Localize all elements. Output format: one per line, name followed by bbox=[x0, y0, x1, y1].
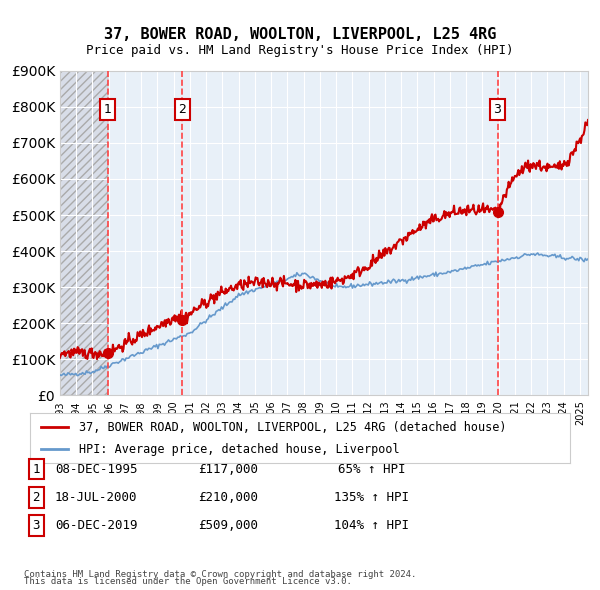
Text: 37, BOWER ROAD, WOOLTON, LIVERPOOL, L25 4RG (detached house): 37, BOWER ROAD, WOOLTON, LIVERPOOL, L25 … bbox=[79, 421, 506, 434]
Text: Price paid vs. HM Land Registry's House Price Index (HPI): Price paid vs. HM Land Registry's House … bbox=[86, 44, 514, 57]
Text: 104% ↑ HPI: 104% ↑ HPI bbox=[335, 519, 409, 532]
Text: £117,000: £117,000 bbox=[198, 463, 258, 476]
Text: 1: 1 bbox=[32, 463, 40, 476]
Text: 37, BOWER ROAD, WOOLTON, LIVERPOOL, L25 4RG: 37, BOWER ROAD, WOOLTON, LIVERPOOL, L25 … bbox=[104, 27, 496, 41]
Text: £509,000: £509,000 bbox=[198, 519, 258, 532]
Text: 18-JUL-2000: 18-JUL-2000 bbox=[55, 491, 137, 504]
Text: Contains HM Land Registry data © Crown copyright and database right 2024.: Contains HM Land Registry data © Crown c… bbox=[24, 571, 416, 579]
Text: £210,000: £210,000 bbox=[198, 491, 258, 504]
Text: HPI: Average price, detached house, Liverpool: HPI: Average price, detached house, Live… bbox=[79, 442, 399, 455]
Text: 3: 3 bbox=[32, 519, 40, 532]
Bar bbox=[60, 71, 108, 395]
Text: 135% ↑ HPI: 135% ↑ HPI bbox=[335, 491, 409, 504]
Text: 08-DEC-1995: 08-DEC-1995 bbox=[55, 463, 137, 476]
Text: 2: 2 bbox=[32, 491, 40, 504]
Text: 06-DEC-2019: 06-DEC-2019 bbox=[55, 519, 137, 532]
Text: 2: 2 bbox=[179, 103, 187, 116]
Text: 1: 1 bbox=[104, 103, 112, 116]
Text: 65% ↑ HPI: 65% ↑ HPI bbox=[338, 463, 406, 476]
Text: This data is licensed under the Open Government Licence v3.0.: This data is licensed under the Open Gov… bbox=[24, 578, 352, 586]
Text: 3: 3 bbox=[494, 103, 502, 116]
